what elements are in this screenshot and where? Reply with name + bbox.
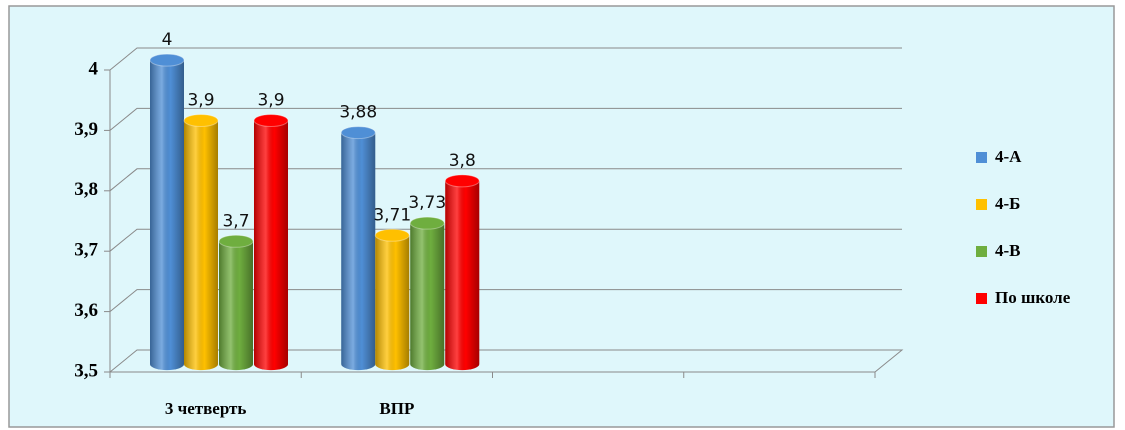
grid-line xyxy=(109,47,902,71)
bar-shade xyxy=(219,241,253,371)
x-tick-label: 3 четверть xyxy=(165,399,247,418)
x-tick-label: ВПР xyxy=(379,399,414,418)
bar-shade xyxy=(150,60,184,371)
bar-top xyxy=(183,114,219,127)
bar-shade xyxy=(254,120,288,371)
legend-label: 4-Б xyxy=(995,194,1020,213)
legend-label: 4-А xyxy=(995,147,1022,166)
bar-top xyxy=(374,228,410,242)
grid-line xyxy=(109,107,902,131)
legend-swatch xyxy=(976,199,987,210)
grid-line xyxy=(109,228,902,252)
value-label: 3,9 xyxy=(257,91,284,111)
y-tick-label: 4 xyxy=(89,58,99,79)
bar-top xyxy=(218,234,254,248)
value-label: 4 xyxy=(162,30,173,50)
bar-shade xyxy=(375,235,410,371)
bar-top xyxy=(444,174,480,188)
bar-shade xyxy=(184,120,218,371)
bar-top xyxy=(409,216,445,230)
value-label: 3,73 xyxy=(408,193,446,213)
value-label: 3,88 xyxy=(339,103,377,123)
value-label: 3,8 xyxy=(449,151,476,171)
value-label: 3,71 xyxy=(373,205,411,225)
grid-line xyxy=(109,168,902,192)
y-tick-label: 3,5 xyxy=(74,360,98,381)
y-tick-label: 3,8 xyxy=(74,179,98,200)
bar-top xyxy=(340,126,376,140)
y-tick-label: 3,6 xyxy=(74,300,98,321)
value-label: 3,7 xyxy=(222,211,249,231)
grid-line xyxy=(109,289,902,312)
bar-shade xyxy=(445,180,480,371)
legend-label: По школе xyxy=(995,288,1071,307)
legend-swatch xyxy=(976,246,987,257)
legend-label: 4-В xyxy=(995,241,1021,260)
bar-top xyxy=(149,53,185,67)
legend-swatch xyxy=(976,293,987,304)
bar-top xyxy=(253,114,289,127)
bar-shade xyxy=(410,223,445,371)
y-tick-label: 3,7 xyxy=(74,240,98,261)
value-label: 3,9 xyxy=(187,91,214,111)
legend-swatch xyxy=(976,152,987,163)
bar-shade xyxy=(341,132,376,371)
y-tick-label: 3,9 xyxy=(74,119,98,140)
